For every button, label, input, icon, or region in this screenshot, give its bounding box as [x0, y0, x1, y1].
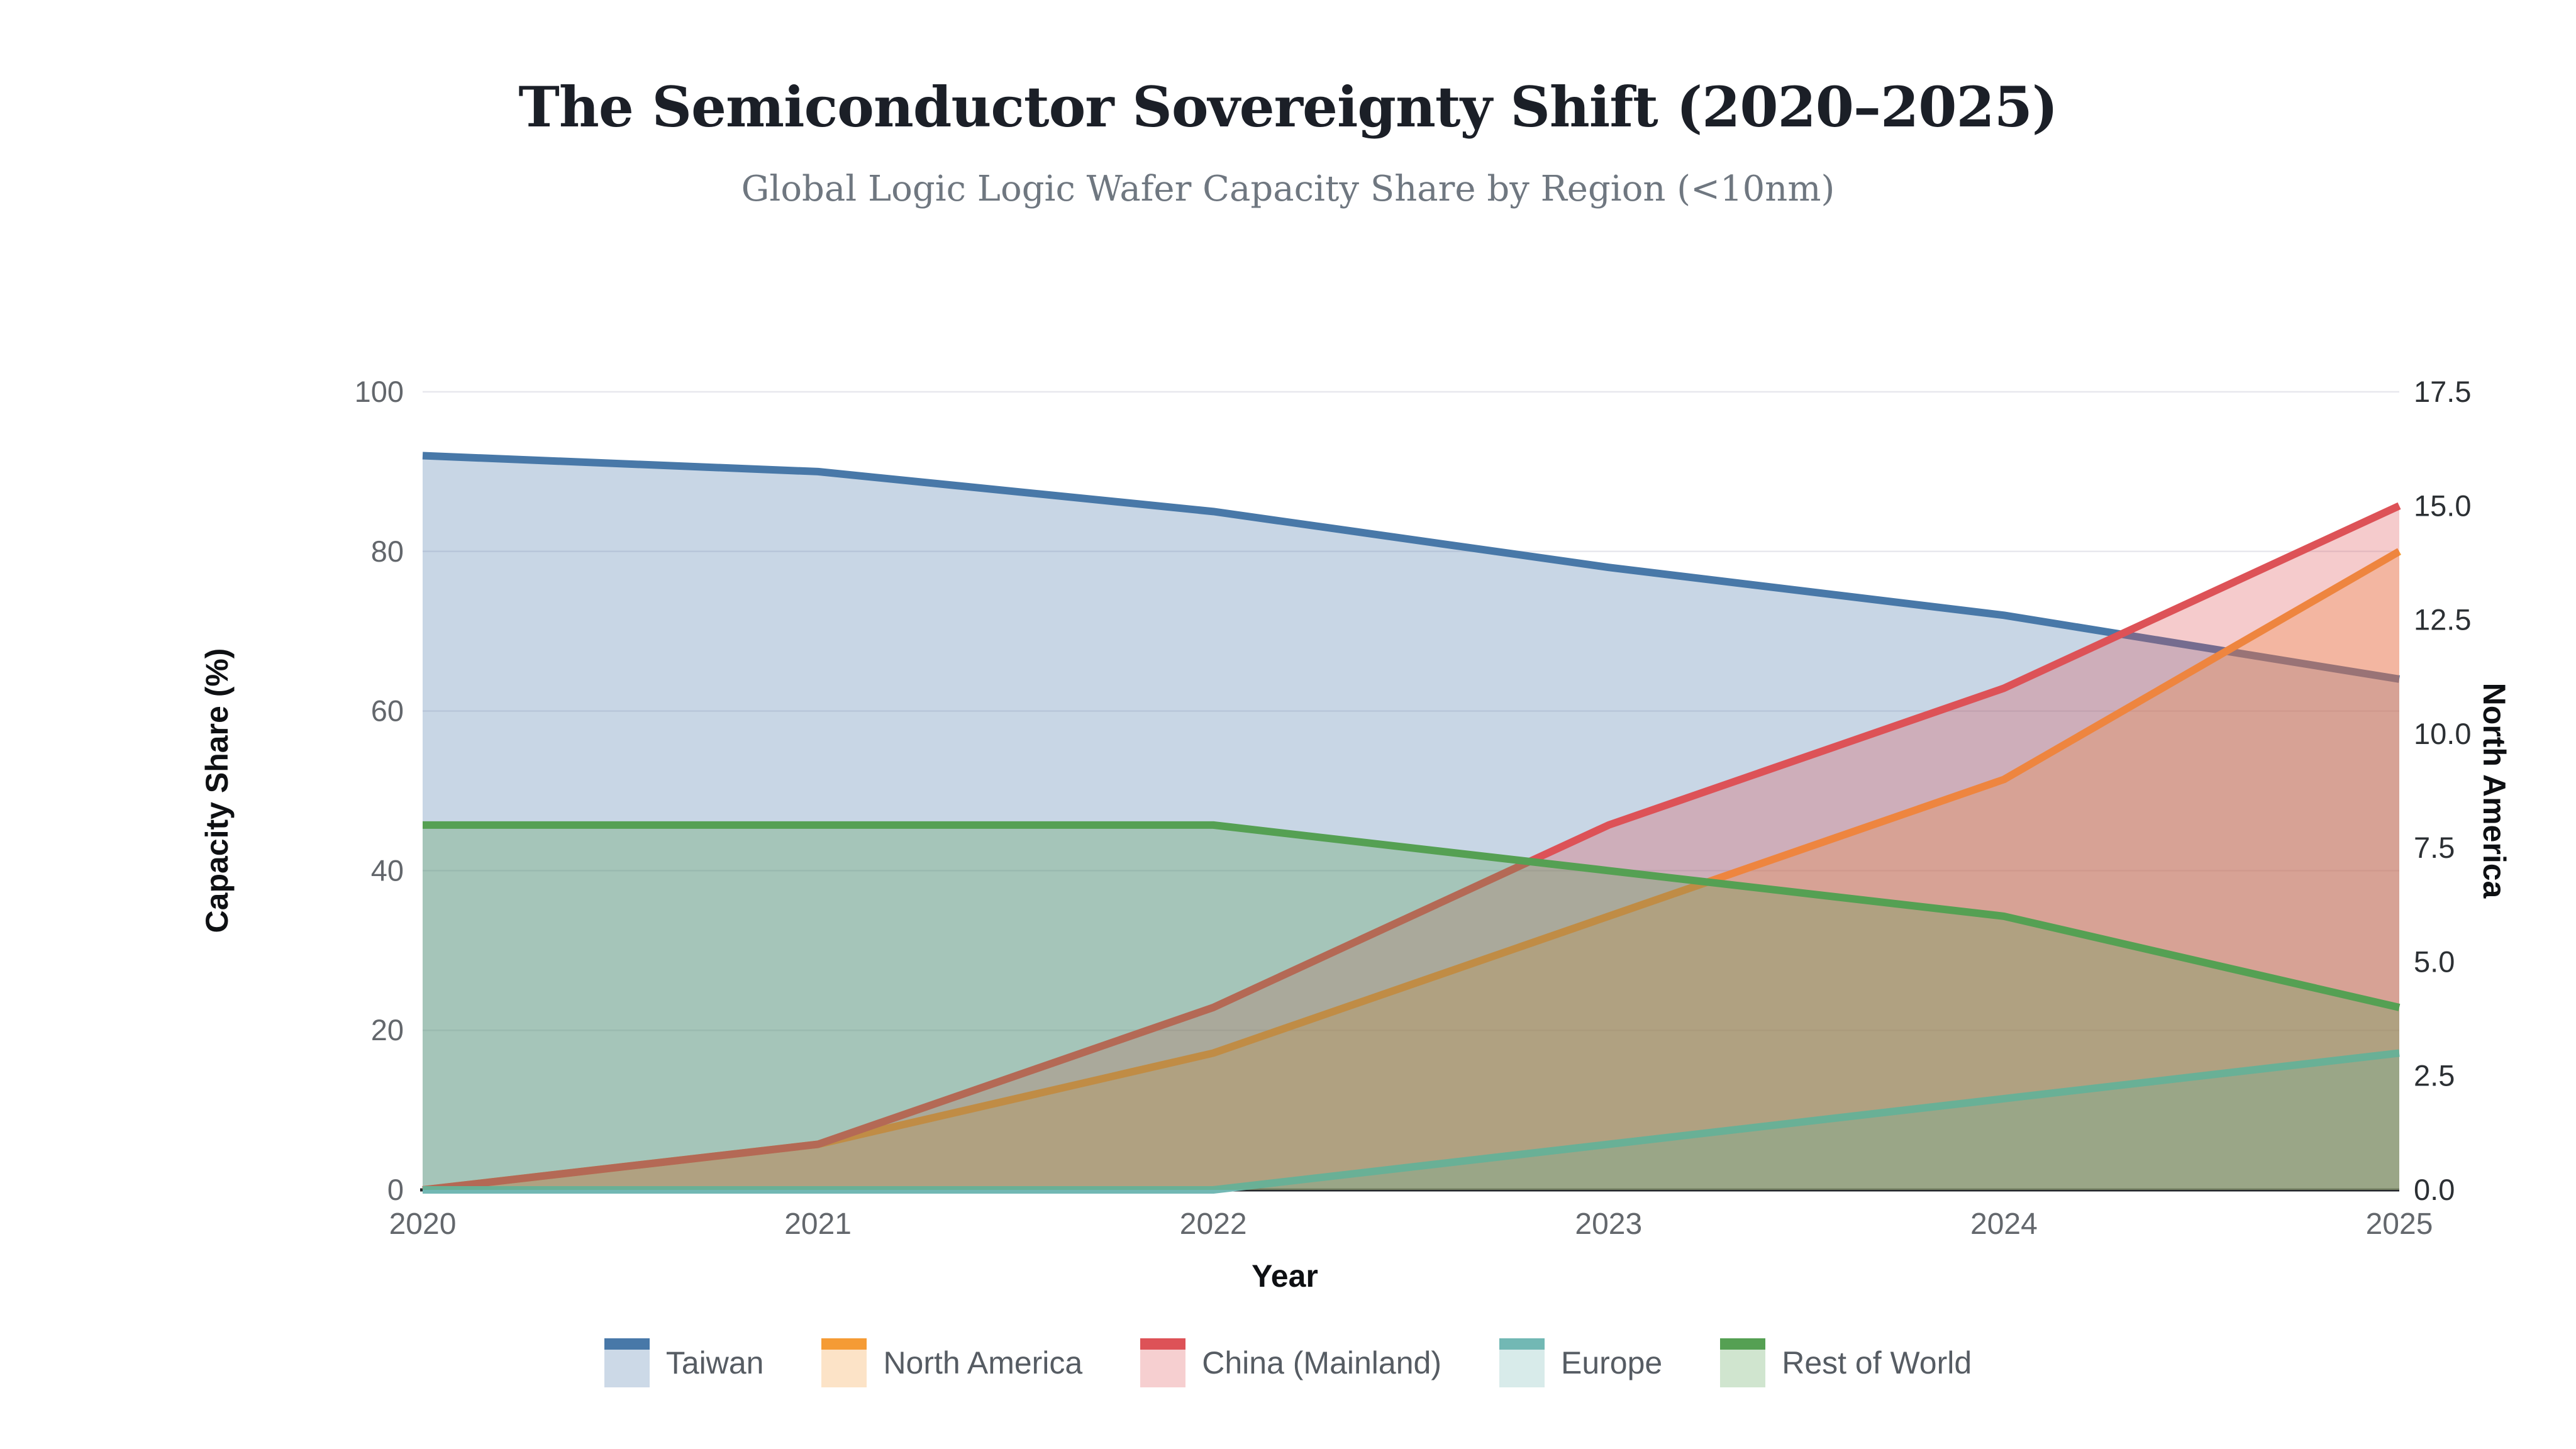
svg-text:2024: 2024 [1970, 1208, 2038, 1241]
legend-item-europe: Europe [1499, 1338, 1662, 1387]
legend-label: Taiwan [665, 1345, 764, 1380]
legend-label: China (Mainland) [1202, 1345, 1441, 1380]
svg-text:2025: 2025 [2366, 1208, 2433, 1241]
legend-label: Rest of World [1782, 1345, 1972, 1380]
y-axis-right-ticks: 0.0 2.5 5.0 7.5 10.0 12.5 15.0 17.5 [2414, 375, 2471, 1206]
svg-text:100: 100 [355, 375, 404, 408]
legend-swatch-rest-of-world-icon [1720, 1338, 1766, 1387]
svg-text:7.5: 7.5 [2414, 831, 2455, 864]
legend-swatch-north-america-icon [821, 1338, 867, 1387]
svg-text:60: 60 [371, 694, 404, 728]
svg-text:5.0: 5.0 [2414, 945, 2455, 978]
svg-text:20: 20 [371, 1013, 404, 1046]
legend-swatch-europe-icon [1499, 1338, 1545, 1387]
svg-text:2022: 2022 [1180, 1208, 1247, 1241]
svg-text:40: 40 [371, 853, 404, 887]
chart-subtitle: Global Logic Logic Wafer Capacity Share … [741, 169, 1835, 209]
legend-swatch-china-icon [1140, 1338, 1186, 1387]
svg-text:10.0: 10.0 [2414, 717, 2471, 750]
legend-item-china: China (Mainland) [1140, 1338, 1441, 1387]
y-axis-right-title: North America [2477, 682, 2512, 899]
chart-title: The Semiconductor Sovereignty Shift (202… [518, 74, 2058, 140]
x-axis-ticks: 2020 2021 2022 2023 2024 2025 [389, 1208, 2433, 1241]
y-axis-left-title: Capacity Share (%) [199, 648, 235, 933]
svg-text:2021: 2021 [784, 1208, 852, 1241]
x-axis-title: Year [1252, 1258, 1318, 1294]
svg-text:15.0: 15.0 [2414, 489, 2471, 522]
svg-text:2023: 2023 [1575, 1208, 1642, 1241]
legend-swatch-taiwan-icon [604, 1338, 650, 1387]
svg-text:2020: 2020 [389, 1208, 457, 1241]
legend-item-rest-of-world: Rest of World [1720, 1338, 1972, 1387]
svg-text:2.5: 2.5 [2414, 1059, 2455, 1092]
legend: Taiwan North America China (Mainland) Eu… [0, 1338, 2576, 1387]
svg-text:0: 0 [387, 1173, 404, 1206]
legend-label: Europe [1560, 1345, 1663, 1380]
series-areas [422, 452, 2401, 1194]
y-axis-left-ticks: 0 20 40 60 80 100 [355, 375, 404, 1206]
svg-text:0.0: 0.0 [2414, 1173, 2455, 1206]
svg-text:80: 80 [371, 535, 404, 568]
legend-item-north-america: North America [821, 1338, 1082, 1387]
svg-text:17.5: 17.5 [2414, 375, 2471, 408]
legend-label: North America [883, 1345, 1083, 1380]
svg-text:12.5: 12.5 [2414, 603, 2471, 636]
legend-item-taiwan: Taiwan [604, 1338, 764, 1387]
